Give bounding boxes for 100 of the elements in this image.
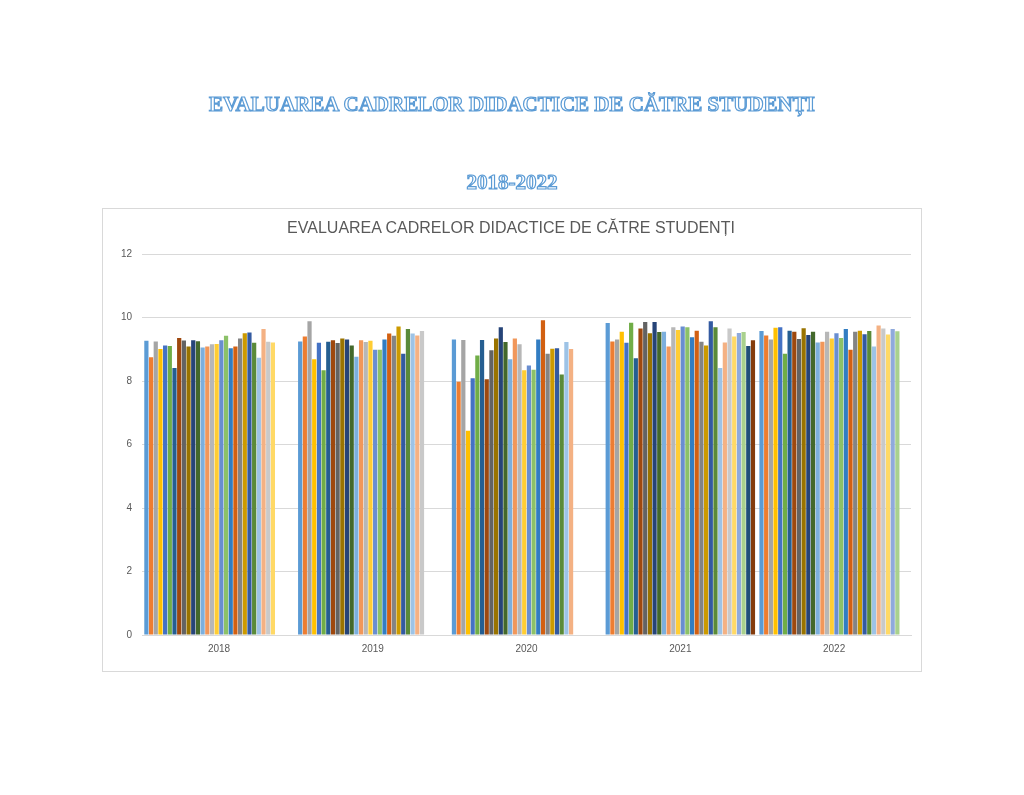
bar	[354, 356, 359, 635]
bar	[722, 342, 727, 635]
bar	[661, 331, 667, 635]
bar	[773, 327, 778, 635]
bar	[871, 346, 877, 635]
y-tick-label: 2	[126, 565, 133, 577]
bar	[242, 333, 247, 635]
bar	[181, 340, 186, 635]
bar	[377, 349, 382, 635]
bar	[451, 339, 457, 635]
bar	[764, 335, 769, 635]
x-tick-label: 2021	[669, 642, 692, 654]
bar	[419, 331, 425, 635]
bar	[298, 341, 303, 635]
bar	[503, 342, 508, 635]
bar	[363, 342, 368, 635]
bar	[890, 329, 895, 635]
bar	[610, 341, 615, 635]
y-tick-label: 6	[126, 438, 133, 450]
bar	[177, 337, 182, 635]
bar	[531, 369, 536, 635]
bar	[801, 328, 806, 635]
bar	[843, 329, 848, 635]
bar	[498, 327, 503, 635]
bar	[252, 342, 257, 635]
bar	[209, 344, 215, 635]
bar	[405, 329, 411, 635]
bar	[671, 327, 676, 635]
bar	[694, 330, 699, 635]
bar	[237, 338, 243, 635]
bar	[741, 331, 746, 635]
bar	[158, 349, 163, 635]
bar	[186, 346, 191, 635]
bar	[321, 370, 326, 635]
bar	[415, 335, 420, 635]
bar	[214, 344, 219, 635]
bar	[302, 336, 307, 635]
bar	[824, 331, 830, 635]
bar	[522, 370, 527, 635]
bar	[666, 346, 671, 635]
bar	[792, 331, 797, 635]
bar	[391, 335, 396, 635]
bar	[708, 321, 713, 635]
bar	[713, 327, 718, 635]
bar	[312, 359, 317, 635]
bar	[848, 349, 853, 635]
bar	[256, 357, 261, 635]
bar	[624, 342, 629, 635]
y-tick-label: 8	[126, 374, 133, 386]
bar	[396, 326, 401, 635]
bar	[629, 322, 634, 635]
bar	[195, 341, 201, 635]
bar	[228, 348, 233, 635]
bar	[834, 333, 839, 635]
bar	[853, 331, 858, 635]
bar	[545, 353, 550, 635]
bar	[326, 341, 331, 635]
bar	[810, 331, 816, 635]
x-tick-label: 2022	[822, 642, 846, 654]
bar	[494, 338, 499, 635]
y-tick-label: 12	[121, 247, 133, 259]
bar	[163, 345, 168, 635]
bar	[247, 332, 252, 635]
bar	[568, 349, 574, 635]
bar	[335, 343, 340, 635]
bar	[857, 330, 862, 635]
x-tick-label: 2018	[207, 642, 231, 654]
bar	[796, 338, 802, 635]
bar	[881, 328, 886, 635]
x-tick-label: 2019	[361, 642, 385, 654]
bar	[373, 349, 378, 635]
text: 2018-2022	[465, 170, 559, 195]
y-tick-label: 4	[126, 501, 133, 513]
bar	[461, 339, 466, 635]
bar	[144, 340, 149, 635]
x-tick-label: 2020	[515, 642, 539, 654]
bar	[736, 332, 742, 635]
bar	[191, 340, 196, 635]
y-tick-label: 0	[126, 628, 133, 640]
bar	[787, 330, 792, 635]
bar	[368, 340, 373, 635]
bar	[148, 357, 154, 635]
bar	[307, 321, 312, 635]
bar	[330, 340, 336, 635]
bar	[508, 359, 513, 635]
bar	[727, 328, 732, 635]
bar	[657, 331, 662, 635]
bar	[689, 337, 695, 635]
bar	[540, 320, 546, 635]
bar	[704, 345, 709, 635]
bar	[550, 348, 555, 635]
y-tick-label: 10	[121, 311, 133, 323]
bar	[829, 338, 834, 635]
bar	[680, 326, 685, 635]
bar	[205, 346, 210, 635]
bar	[876, 325, 881, 635]
bar	[401, 353, 406, 635]
bar	[512, 338, 517, 635]
bar	[732, 336, 737, 635]
bar	[638, 328, 643, 635]
